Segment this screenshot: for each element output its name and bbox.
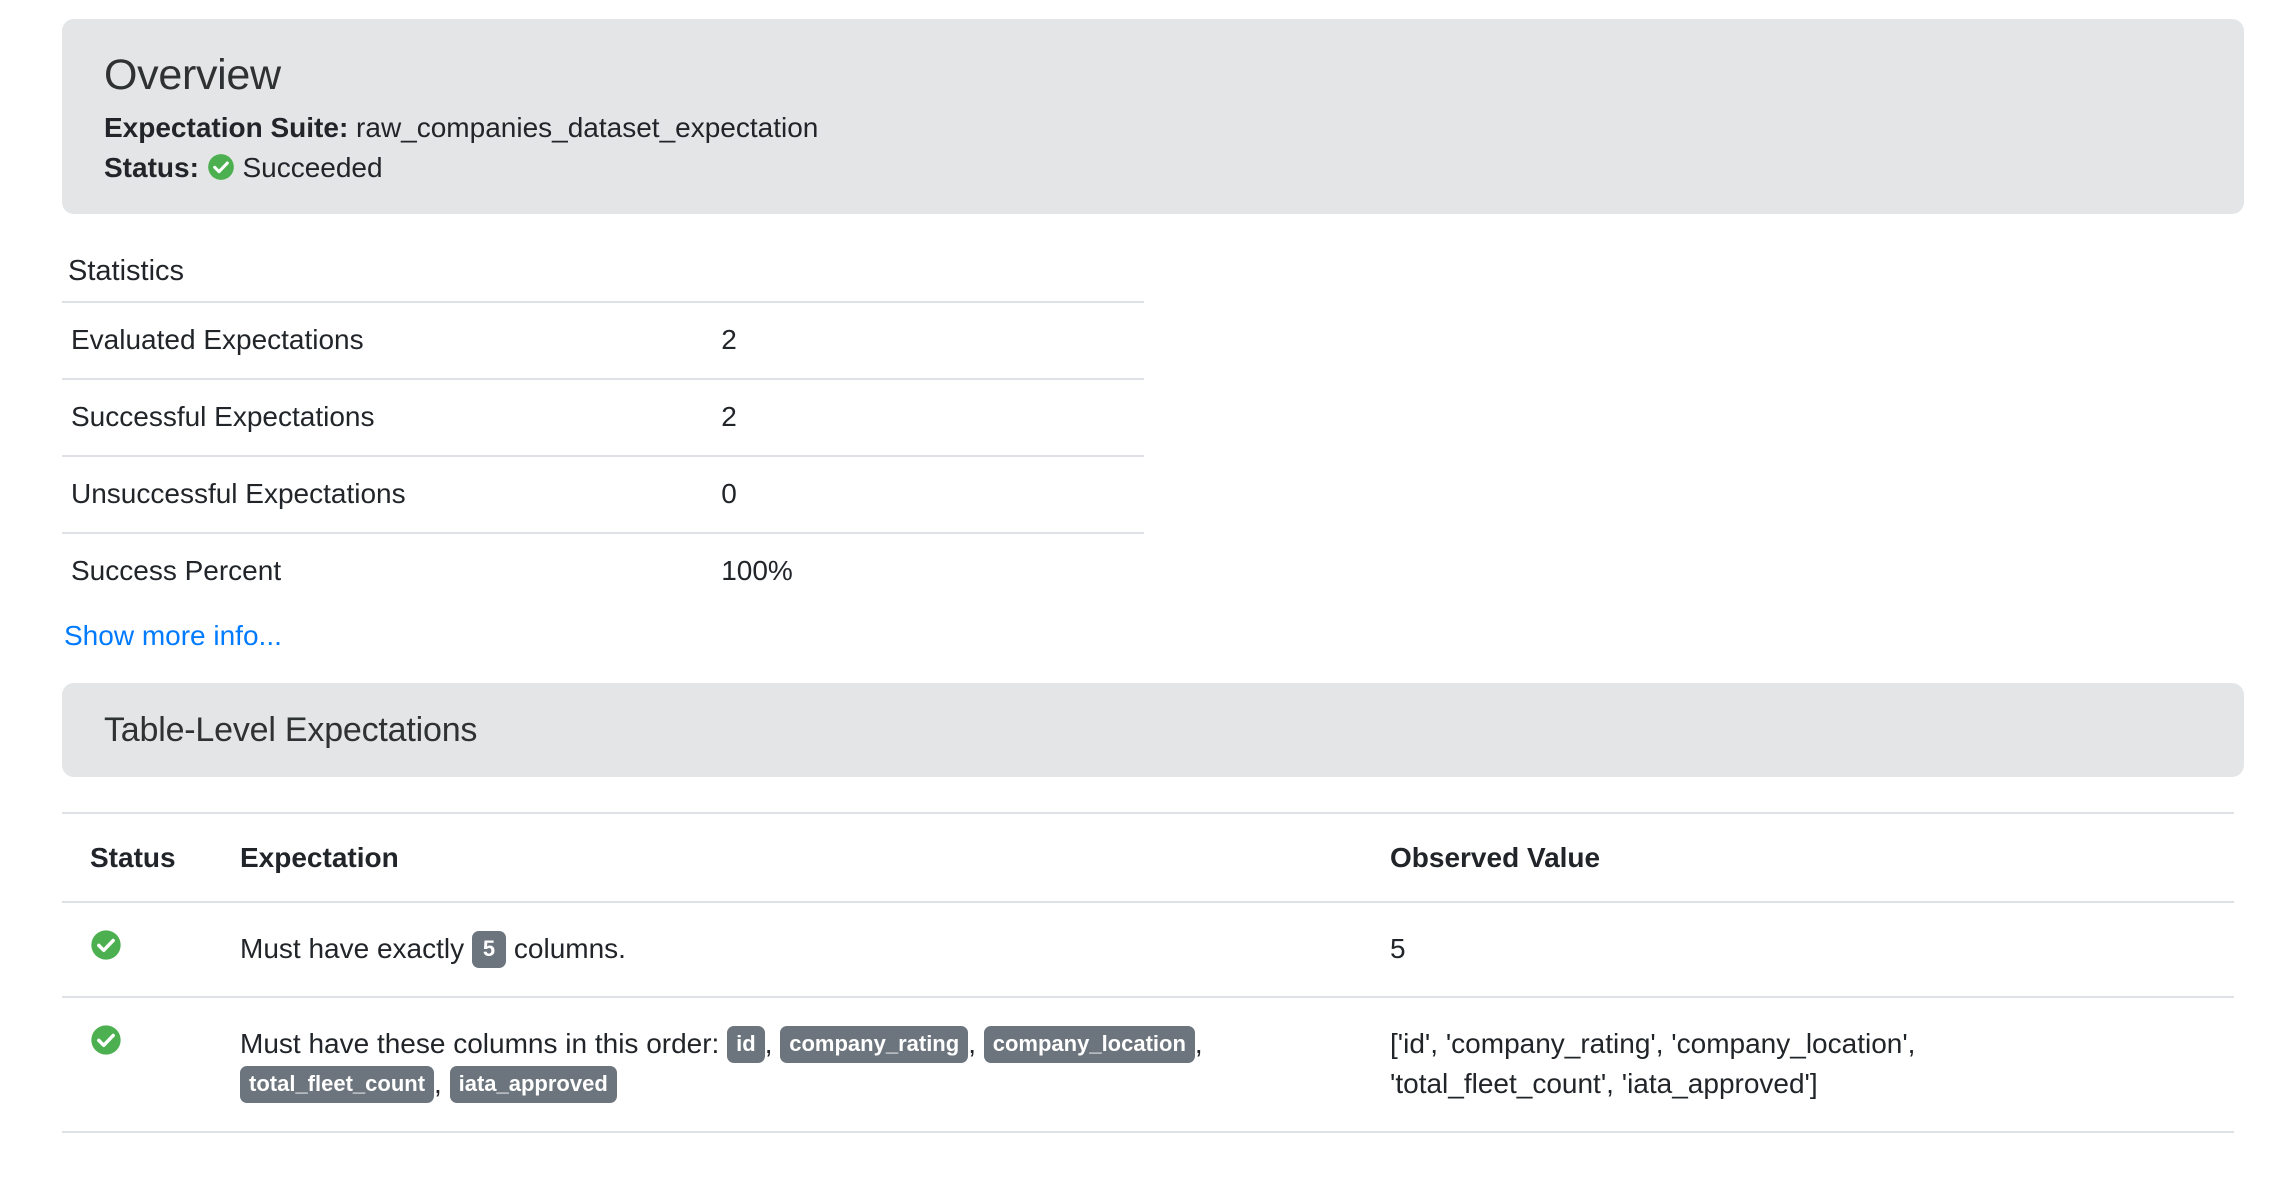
check-circle-icon <box>207 153 235 181</box>
table-row: Must have exactly 5 columns. 5 <box>62 902 2234 998</box>
table-row: Must have these columns in this order: i… <box>62 996 2234 1133</box>
stat-label: Success Percent <box>62 532 712 609</box>
check-circle-icon <box>90 929 122 961</box>
badge-separator: , <box>434 1068 442 1100</box>
table-header-row: Status Expectation Observed Value <box>62 812 2234 903</box>
table-level-expectations-panel: Table-Level Expectations <box>62 683 2244 777</box>
expectations-table-wrapper: Status Expectation Observed Value <box>62 812 2234 1133</box>
statistics-heading: Statistics <box>68 255 185 287</box>
column-header-status: Status <box>62 812 240 903</box>
expectation-prefix: Must have exactly <box>240 933 465 964</box>
badge-separator: , <box>1194 1027 1203 1059</box>
badge-separator: , <box>764 1027 773 1059</box>
table-row: Unsuccessful Expectations 0 <box>62 455 1144 533</box>
stat-value: 0 <box>711 455 1144 533</box>
expectation-badge: 5 <box>471 931 507 968</box>
expectations-table: Status Expectation Observed Value <box>62 812 2234 1133</box>
observed-value-cell: ['id', 'company_rating', 'company_locati… <box>1390 996 2234 1133</box>
expectation-prefix: Must have these columns in this order: <box>240 1027 720 1059</box>
overview-panel: Overview Expectation Suite: raw_companie… <box>62 19 2244 214</box>
column-header-observed-value: Observed Value <box>1390 812 2234 903</box>
expectation-suite-label: Expectation Suite: <box>104 112 349 144</box>
expectation-badge: iata_approved <box>449 1066 617 1104</box>
expectation-suite-name: raw_companies_dataset_expectation <box>356 112 819 144</box>
stat-label: Successful Expectations <box>62 378 712 456</box>
statistics-table: Evaluated Expectations 2 Successful Expe… <box>62 301 1144 609</box>
expectation-cell: Must have these columns in this order: i… <box>240 996 1390 1133</box>
expectation-badge: company_location <box>983 1025 1195 1063</box>
expectation-badge: total_fleet_count <box>240 1066 435 1104</box>
stat-value: 100% <box>711 532 1144 609</box>
check-circle-icon <box>90 1024 122 1056</box>
expectation-badge: id <box>727 1025 765 1063</box>
show-more-info-link[interactable]: Show more info... <box>64 620 282 651</box>
table-row: Evaluated Expectations 2 <box>62 301 1144 379</box>
badge-separator: , <box>968 1027 976 1059</box>
column-header-expectation: Expectation <box>240 812 1390 903</box>
expectation-suffix: columns. <box>513 933 626 964</box>
expectation-suite-line: Expectation Suite: raw_companies_dataset… <box>104 108 2202 148</box>
expectation-status-cell <box>62 996 240 1133</box>
observed-value-text: ['id', 'company_rating', 'company_locati… <box>1390 1027 1916 1100</box>
stat-value: 2 <box>711 301 1144 379</box>
observed-value-text: 5 <box>1390 933 1406 964</box>
stat-label: Unsuccessful Expectations <box>62 455 712 533</box>
table-row: Successful Expectations 2 <box>62 378 1144 456</box>
table-level-expectations-title: Table-Level Expectations <box>104 710 478 749</box>
status-label: Status: <box>104 151 199 183</box>
stat-value: 2 <box>711 378 1144 456</box>
observed-value-cell: 5 <box>1390 902 2234 998</box>
table-row: Success Percent 100% <box>62 532 1144 609</box>
page-title: Overview <box>104 51 281 99</box>
statistics-section: Statistics Evaluated Expectations 2 Succ… <box>62 255 1144 609</box>
status-badge: Succeeded <box>242 151 383 183</box>
expectation-badge: company_rating <box>780 1025 969 1063</box>
expectation-status-cell <box>62 902 240 998</box>
stat-label: Evaluated Expectations <box>62 301 712 379</box>
status-line: Status: Succeeded <box>104 148 2202 188</box>
expectation-cell: Must have exactly 5 columns. <box>240 902 1390 998</box>
